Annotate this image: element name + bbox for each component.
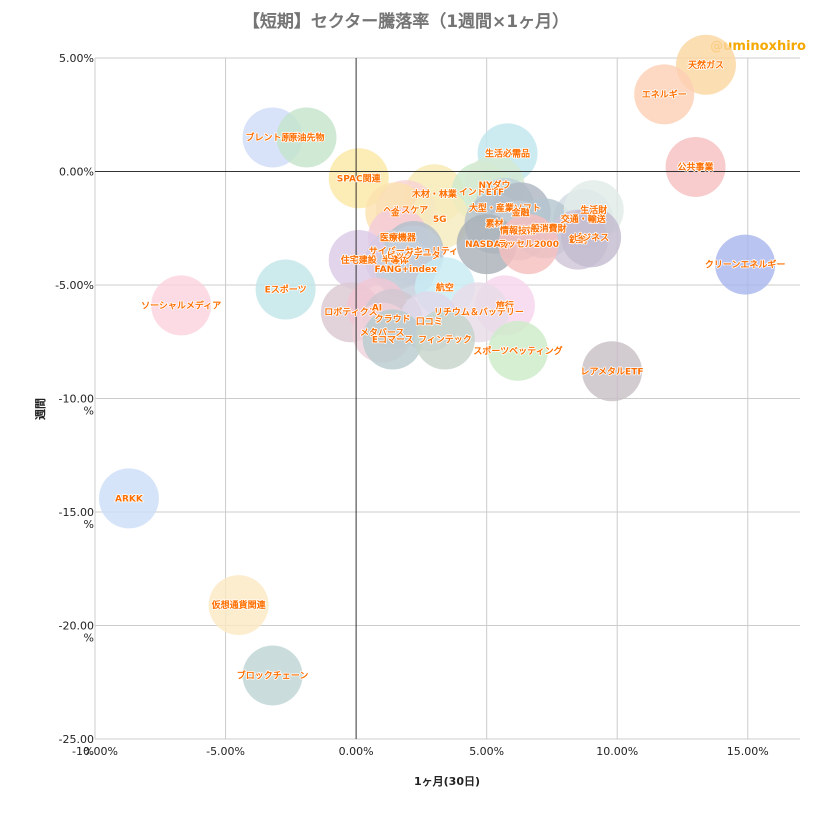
bubble-label: ブロックチェーン (237, 669, 309, 681)
y-tick-label: -10.00 (59, 393, 94, 406)
bubble-label: 医療機器 (380, 231, 417, 243)
bubble-label: SPAC関連 (337, 172, 382, 184)
bubble (242, 645, 303, 706)
bubble-label: AI (372, 304, 382, 314)
bubble (151, 275, 212, 336)
y-tick-label: -20.00 (59, 620, 94, 633)
bubble-label: 公共事業 (678, 161, 715, 173)
bubble-label: レアメタルETF (581, 365, 644, 377)
x-tick-label: -10.00% (72, 745, 118, 758)
x-tick-label: 0.00% (339, 745, 374, 758)
y-tick-label: 5.00% (59, 52, 94, 65)
y-tick-label: 0.00% (59, 166, 94, 179)
y-tick-label-unit: % (84, 745, 94, 758)
bubble (715, 234, 776, 295)
bubble-label: 交通・輸送 (561, 213, 607, 225)
bubble-label: 原油先物 (288, 131, 324, 143)
bubble-label: 航空 (436, 281, 454, 293)
x-tick-label: 10.00% (596, 745, 638, 758)
bubble-label: 情報技術 (499, 225, 536, 237)
y-tick-label-unit: % (84, 632, 94, 645)
y-tick-label: -5.00% (55, 279, 94, 292)
bubbles (98, 34, 776, 706)
bubble-label: ビッグデータ (387, 249, 441, 261)
x-axis-label: 1ヶ月(30日) (414, 775, 480, 788)
bubble (634, 64, 695, 125)
bubble (276, 107, 337, 168)
bubble-labels: 天然ガスエネルギー公共事業クリーンエネルギーブレント原油原油先物SPAC関連生活… (114, 58, 786, 682)
bubble (98, 468, 159, 529)
bubble-label: NASDAQ (465, 240, 508, 250)
bubble-label: Eスポーツ (265, 284, 307, 296)
bubble (328, 230, 389, 291)
bubble-label: ラッセル2000 (498, 239, 559, 250)
x-tick-label: -5.00% (206, 745, 245, 758)
bubble (676, 34, 736, 95)
bubble-label: サイバーセキュリティ (369, 246, 458, 257)
ticks: -10.00% -5.00% 0.00% 5.00% 10.00% 15.00% 5.00%… (55, 52, 769, 758)
bubble-label: クリーンエネルギー (705, 259, 786, 271)
bubble (362, 309, 423, 370)
bubble (414, 309, 475, 370)
bubble-label: Eコマース (372, 334, 414, 345)
bubble-label: ソーシャルメディア (141, 299, 221, 311)
bubble-label: 5G (433, 215, 447, 225)
bubble-label: 生活必需品 (485, 147, 530, 159)
bubble-label: ビジネス (573, 231, 609, 243)
y-axis-label: 週間 (33, 398, 47, 420)
bubble-label: ヘルスケア (383, 205, 428, 216)
chart-title: 【短期】セクター騰落率（1週間×1ヶ月） (243, 11, 569, 32)
bubble-label: ブレント原油 (246, 131, 300, 143)
bubble-label: クラウド (375, 314, 411, 325)
bubble-label: NYダウ (478, 179, 510, 191)
bubble-label: メタバース (360, 327, 405, 339)
bubble-label: インドETF (459, 187, 504, 198)
bubble-label: ロボティクス (324, 306, 377, 318)
bubble (488, 320, 548, 381)
bubble-label: スポーツベッティング (473, 345, 562, 357)
bubble-label: 旅行 (496, 299, 514, 311)
bubble-label: 金融 (511, 206, 530, 218)
bubble-label: ARKK (115, 494, 144, 504)
bubble-label: FANG+index (375, 265, 438, 275)
bubble-label: 仮想通貨関連 (211, 599, 267, 611)
bubble (665, 136, 726, 197)
bubble-label: 生活財 (580, 204, 607, 216)
bubble-label: リチウム＆バッテリー (434, 307, 524, 318)
axes (95, 58, 800, 739)
bubble (255, 259, 316, 320)
bubble (208, 575, 269, 636)
bubble-label: 半導体 (382, 254, 410, 266)
bubble (456, 214, 517, 275)
bubble (561, 207, 622, 268)
bubble-label: 素材 (485, 218, 503, 230)
bubble-label: 金 (390, 206, 401, 218)
bubble (498, 214, 559, 275)
x-tick-label: 5.00% (469, 745, 504, 758)
bubble-label: 天然ガス (688, 59, 724, 71)
y-tick-label-unit: % (84, 518, 94, 531)
y-tick-label: -15.00 (59, 506, 94, 519)
bubble-label: フィンテック (418, 334, 472, 345)
bubble-label: 木材・林業 (411, 188, 458, 200)
bubble-label: 鉄鋼 (569, 234, 587, 246)
bubble-label: エネルギー (642, 88, 687, 100)
y-tick-label: -25.00 (59, 733, 94, 746)
x-tick-label: 15.00% (727, 745, 769, 758)
y-tick-label-unit: % (84, 405, 94, 418)
bubble-label: 口コミ (416, 316, 443, 327)
bubble-label: 住宅建設 (341, 254, 378, 266)
bubble-label: 一般消費財 (522, 222, 567, 234)
bubble-label: 大型・産業ソフト (469, 202, 541, 214)
bubble (582, 341, 642, 402)
credit-label: @uminoxhiro (710, 39, 806, 54)
